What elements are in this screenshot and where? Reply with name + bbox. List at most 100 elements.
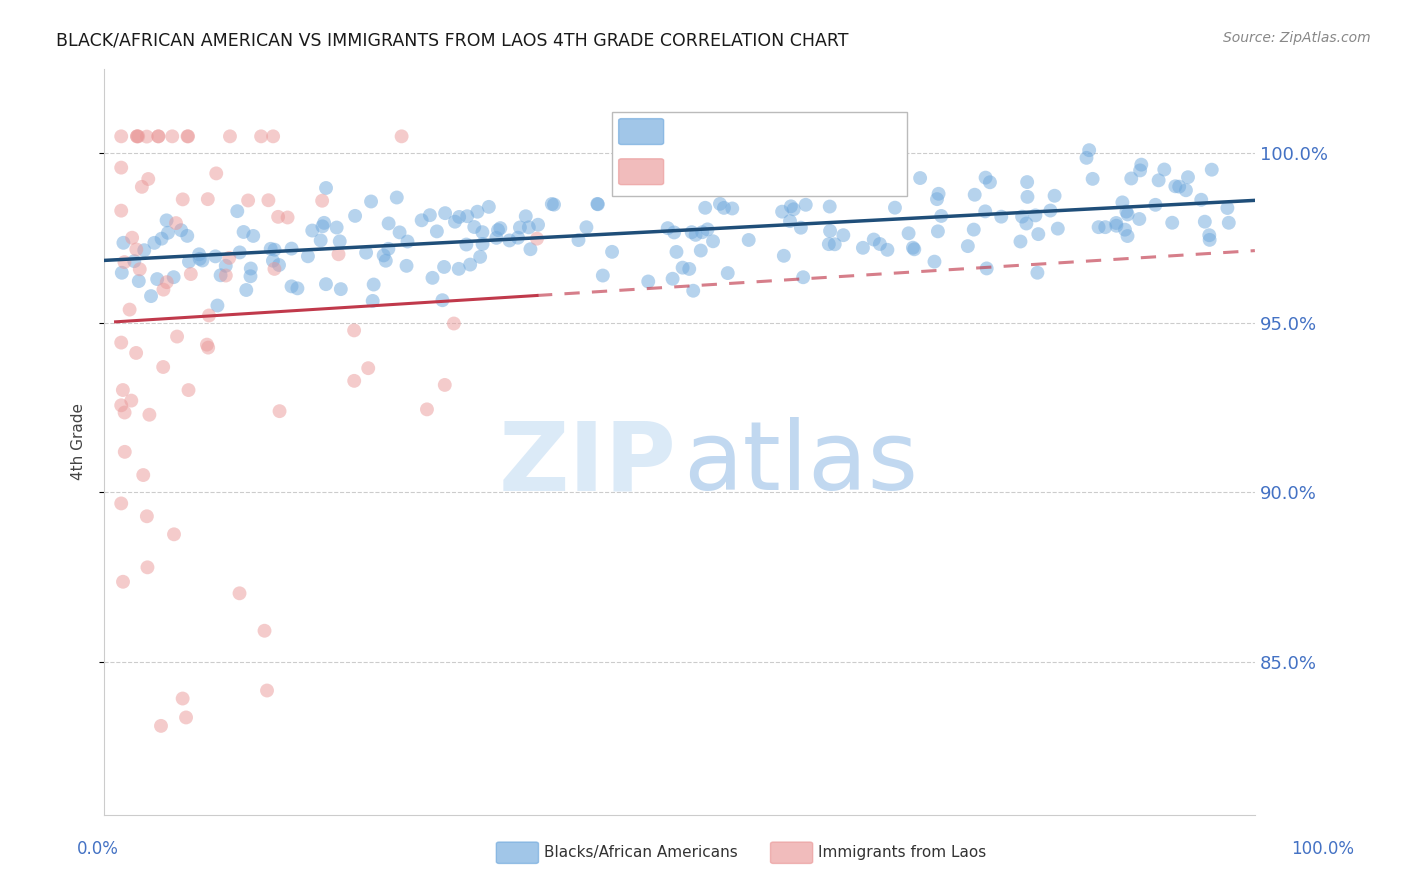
Point [467, 204, 489, 219]
Text: BLACK/AFRICAN AMERICAN VS IMMIGRANTS FROM LAOS 4TH GRADE CORRELATION CHART: BLACK/AFRICAN AMERICAN VS IMMIGRANTS FRO… [56, 31, 849, 49]
Point [1128, 212, 1150, 227]
Point [823, 170, 845, 185]
Point [695, 201, 717, 215]
Point [470, 250, 492, 264]
Point [132, 468, 155, 483]
Point [155, 213, 177, 227]
Point [315, 181, 337, 195]
Point [143, 235, 166, 250]
Point [924, 254, 946, 268]
Point [188, 252, 211, 266]
Point [354, 245, 377, 260]
Point [869, 237, 891, 252]
Point [540, 197, 562, 211]
Point [690, 225, 713, 239]
Text: Blacks/African Americans: Blacks/African Americans [544, 846, 738, 860]
Point [1216, 201, 1239, 215]
Point [112, 235, 135, 250]
Point [662, 226, 685, 240]
Point [329, 235, 352, 249]
Point [260, 242, 283, 256]
Point [1198, 233, 1220, 247]
Point [681, 225, 703, 239]
Point [309, 234, 332, 248]
Point [1116, 207, 1139, 221]
Point [1026, 227, 1049, 241]
Point [215, 259, 238, 273]
Point [357, 361, 380, 376]
Point [150, 232, 173, 246]
Point [377, 242, 399, 256]
Point [160, 129, 183, 144]
Point [433, 378, 456, 392]
Point [148, 129, 170, 144]
Point [120, 393, 142, 408]
Point [434, 206, 457, 220]
Point [489, 221, 512, 235]
Point [515, 209, 537, 223]
Point [257, 193, 280, 207]
Point [134, 243, 156, 257]
Point [702, 234, 724, 248]
Point [267, 210, 290, 224]
Point [498, 234, 520, 248]
Point [111, 383, 134, 397]
Point [188, 247, 211, 261]
Point [929, 209, 952, 223]
Point [343, 323, 366, 337]
Point [782, 202, 804, 217]
Point [689, 244, 711, 258]
Point [315, 277, 337, 292]
Point [979, 175, 1001, 189]
Text: 100.0%: 100.0% [1291, 840, 1354, 858]
Point [325, 220, 347, 235]
Point [817, 237, 839, 252]
Point [925, 192, 948, 206]
Point [128, 274, 150, 288]
Point [1043, 188, 1066, 202]
Point [180, 267, 202, 281]
Point [263, 243, 285, 257]
Point [110, 335, 132, 350]
Point [790, 220, 813, 235]
Point [280, 242, 302, 256]
Point [361, 293, 384, 308]
Point [974, 170, 997, 185]
Point [685, 227, 707, 242]
Point [586, 197, 609, 211]
Point [177, 129, 200, 144]
Point [456, 237, 478, 252]
Point [280, 279, 302, 293]
Point [172, 691, 194, 706]
Text: Source: ZipAtlas.com: Source: ZipAtlas.com [1223, 31, 1371, 45]
Point [738, 233, 761, 247]
Point [198, 309, 221, 323]
Point [207, 299, 229, 313]
Point [818, 200, 841, 214]
Point [682, 284, 704, 298]
Text: R = 0.040   N =  73: R = 0.040 N = 73 [671, 162, 877, 180]
Point [449, 210, 471, 224]
Point [301, 223, 323, 237]
Point [262, 129, 284, 144]
Point [1010, 235, 1032, 249]
Point [152, 283, 174, 297]
Point [901, 241, 924, 255]
Point [876, 243, 898, 257]
Point [1105, 219, 1128, 233]
Text: atlas: atlas [683, 417, 918, 510]
Point [150, 719, 173, 733]
Point [374, 253, 396, 268]
Point [136, 560, 159, 574]
Point [256, 683, 278, 698]
Point [396, 235, 419, 249]
Point [422, 270, 444, 285]
Point [329, 282, 352, 296]
Point [195, 337, 218, 351]
Point [661, 272, 683, 286]
Point [832, 228, 855, 243]
Point [219, 129, 242, 144]
Point [135, 509, 157, 524]
Point [543, 197, 565, 211]
Point [177, 254, 200, 268]
